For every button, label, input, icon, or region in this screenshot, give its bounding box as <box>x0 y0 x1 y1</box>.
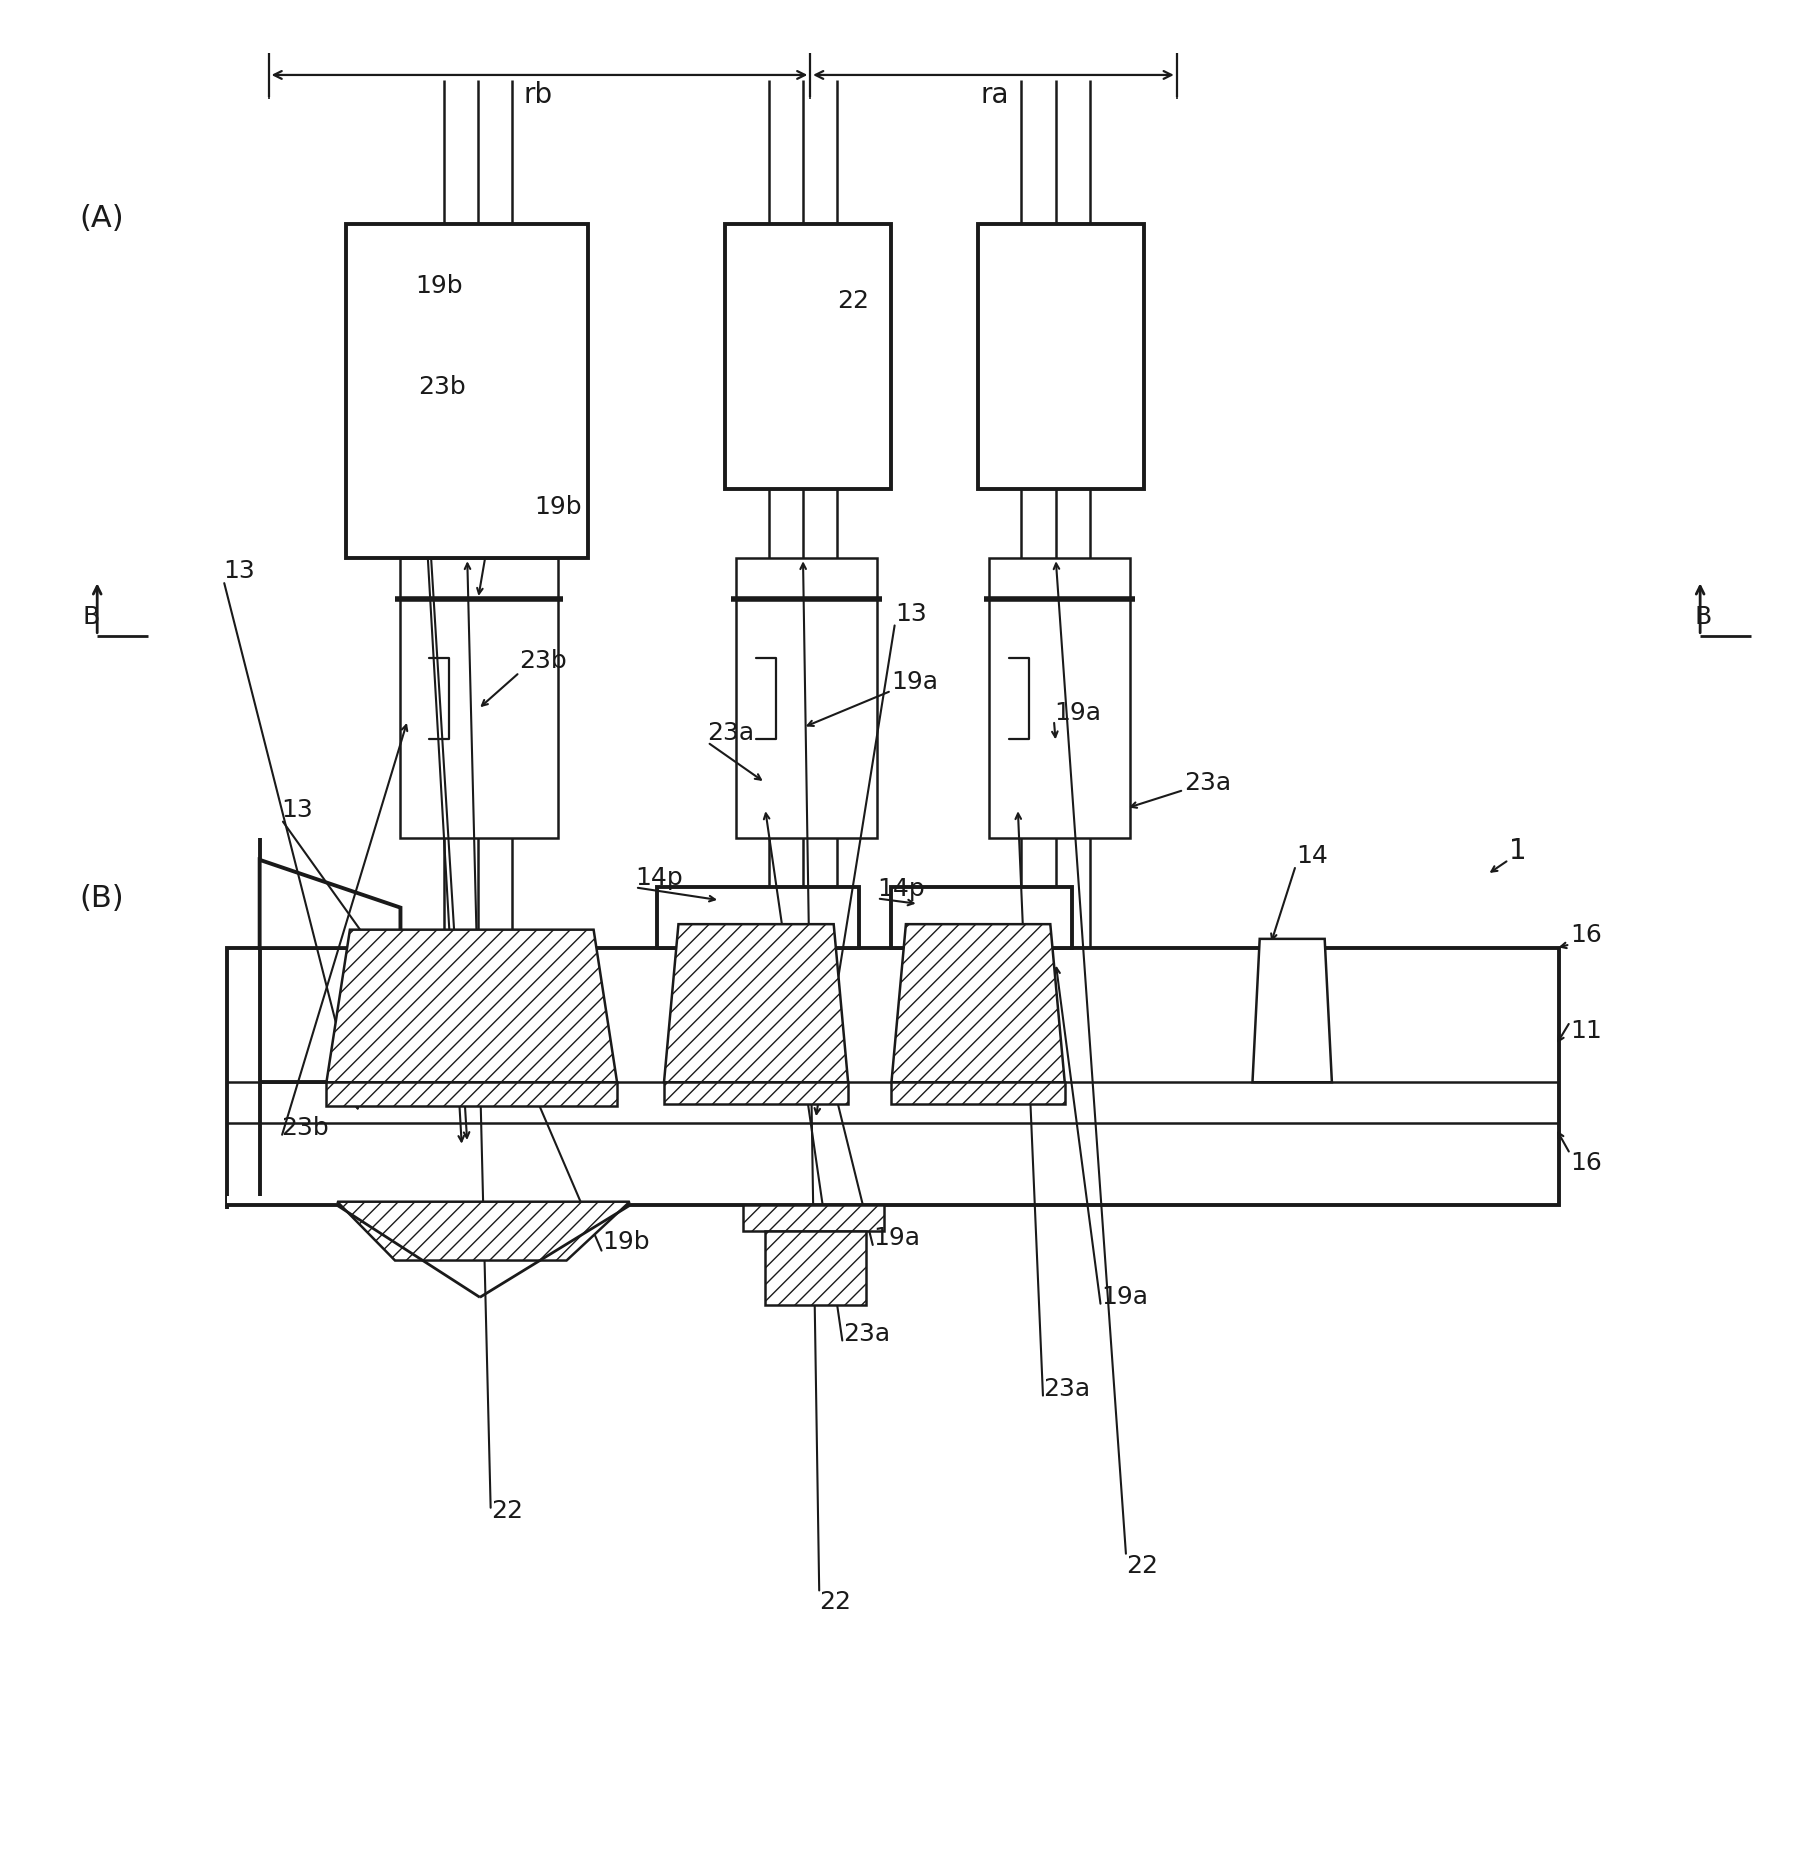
Polygon shape <box>337 1202 629 1261</box>
Bar <box>346 224 588 557</box>
Text: 19a: 19a <box>873 1226 920 1250</box>
Text: 23a: 23a <box>842 1322 889 1346</box>
Text: 19b: 19b <box>415 274 462 298</box>
Bar <box>766 1232 866 1304</box>
Polygon shape <box>1253 939 1332 1082</box>
Bar <box>326 1082 617 1106</box>
Polygon shape <box>326 930 617 1082</box>
Text: 13: 13 <box>282 798 313 822</box>
Text: 1: 1 <box>1508 837 1526 865</box>
Polygon shape <box>260 859 400 948</box>
Text: B: B <box>1695 606 1712 630</box>
Text: 22: 22 <box>837 289 869 313</box>
Polygon shape <box>664 924 848 1082</box>
Text: 22: 22 <box>1126 1554 1159 1578</box>
Text: 23a: 23a <box>1042 1378 1090 1402</box>
Text: 13: 13 <box>895 602 928 626</box>
Bar <box>260 948 400 1082</box>
Text: 16: 16 <box>1570 922 1603 946</box>
Text: 14: 14 <box>1295 845 1328 869</box>
Bar <box>664 1082 848 1104</box>
Text: rb: rb <box>524 81 553 109</box>
Bar <box>227 1196 337 1306</box>
Bar <box>227 948 1559 1206</box>
Bar <box>726 224 891 489</box>
Text: 22: 22 <box>491 1498 522 1522</box>
Text: B: B <box>82 606 100 630</box>
Bar <box>737 557 877 837</box>
Text: 23a: 23a <box>1184 770 1231 795</box>
Bar <box>744 1206 884 1232</box>
Text: 14p: 14p <box>877 878 924 902</box>
Text: (A): (A) <box>80 204 124 233</box>
Polygon shape <box>891 924 1064 1082</box>
Text: 23b: 23b <box>520 650 568 674</box>
Text: 14p: 14p <box>635 867 682 891</box>
Text: 19b: 19b <box>535 494 582 519</box>
Text: 22: 22 <box>819 1591 851 1615</box>
Text: 16: 16 <box>1570 1152 1603 1176</box>
Bar <box>657 887 859 948</box>
Text: 11: 11 <box>1570 1019 1603 1043</box>
Text: 19a: 19a <box>1100 1285 1148 1309</box>
Bar <box>990 557 1130 837</box>
Text: 23a: 23a <box>708 720 755 745</box>
Text: 19a: 19a <box>891 670 939 693</box>
Text: (B): (B) <box>80 883 124 913</box>
Bar <box>979 224 1144 489</box>
Text: 23b: 23b <box>418 376 466 400</box>
Bar <box>400 557 557 837</box>
Text: 23b: 23b <box>282 1117 329 1141</box>
Bar <box>891 887 1071 948</box>
Bar <box>891 1082 1064 1104</box>
Text: 13: 13 <box>224 559 255 583</box>
Text: 19a: 19a <box>1053 700 1100 724</box>
Text: ra: ra <box>980 81 1008 109</box>
Text: 19b: 19b <box>602 1230 649 1254</box>
